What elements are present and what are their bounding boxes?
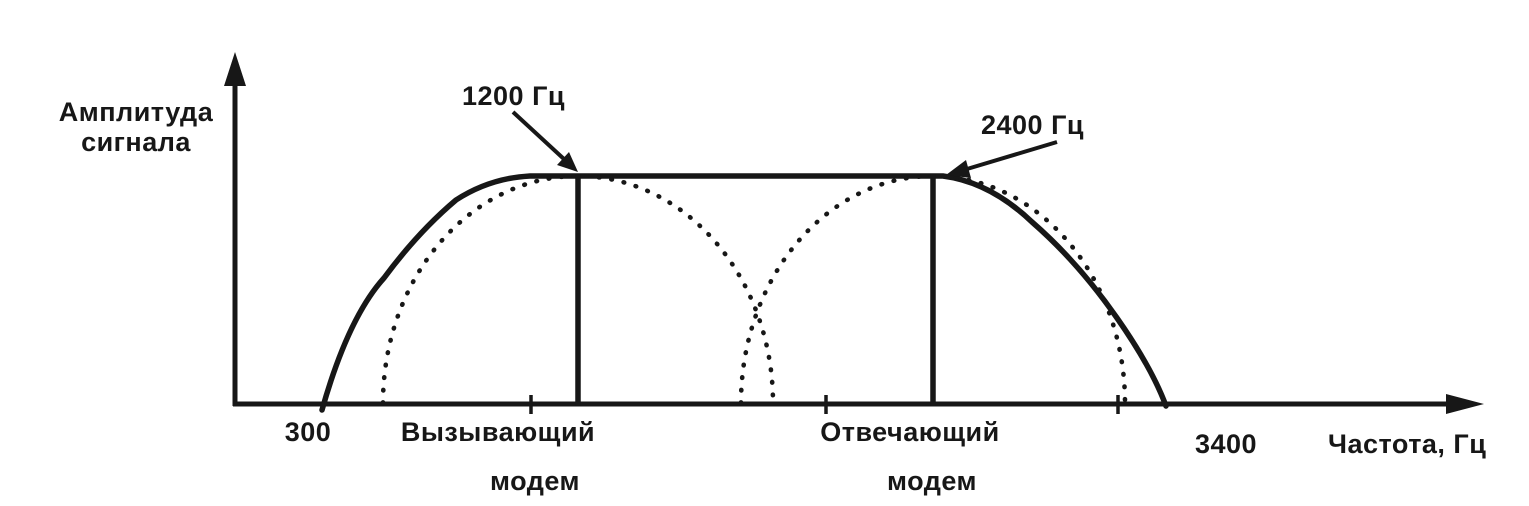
channel-envelope-curve bbox=[319, 173, 1169, 413]
x-tick-label-3400: 3400 bbox=[1194, 429, 1258, 459]
freq-annotation-1200: 1200 Гц bbox=[462, 81, 565, 111]
calling-modem-label-line1: Вызывающий bbox=[400, 417, 596, 447]
freq-annotation-2400: 2400 Гц bbox=[981, 110, 1084, 140]
y-axis-arrowhead-icon bbox=[224, 52, 246, 86]
annotation-arrow-1200-line bbox=[511, 110, 567, 162]
y-axis-label-line1: Амплитуда bbox=[58, 97, 214, 127]
answering-modem-label-line1: Отвечающий bbox=[820, 417, 1000, 447]
x-axis-label: Частота, Гц bbox=[1328, 429, 1487, 459]
x-axis-arrowhead-icon bbox=[1446, 394, 1484, 414]
calling-modem-spectrum-dotted-curve bbox=[380, 173, 776, 406]
y-axis-label-line2: сигнала bbox=[81, 127, 191, 157]
answering-modem-label-line2: модем bbox=[886, 466, 978, 496]
x-tick-label-300: 300 bbox=[284, 417, 332, 447]
annotation-arrow-2400-line bbox=[966, 140, 1058, 171]
annotation-arrowhead-1200-icon bbox=[557, 152, 578, 172]
annotation-arrowhead-2400-icon bbox=[946, 160, 971, 178]
calling-modem-label-line2: модем bbox=[489, 466, 581, 496]
